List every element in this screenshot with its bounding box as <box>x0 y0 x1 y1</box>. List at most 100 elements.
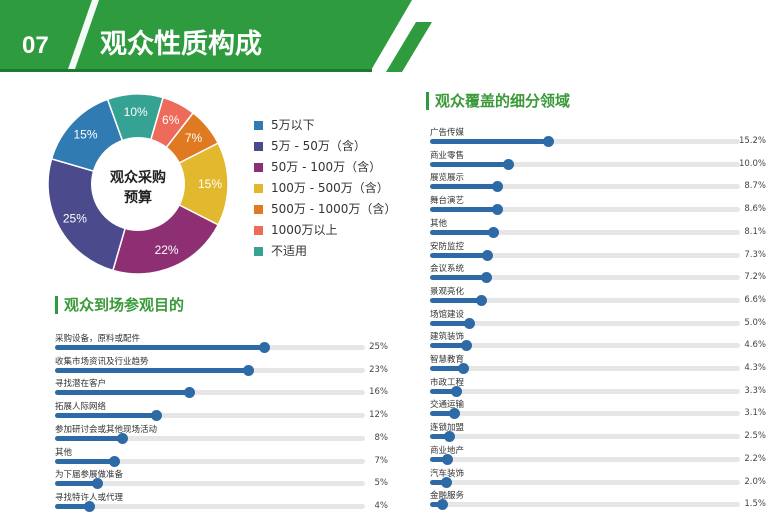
coverage-bar-marker-14 <box>444 431 456 443</box>
purpose-bar-row-1: 采购设备，原料或配件 25% <box>55 332 388 355</box>
coverage-bar-bar-3 <box>430 184 498 190</box>
coverage-bar-track-16 <box>430 476 740 488</box>
pie-slice-label-6: 6% <box>162 113 180 127</box>
coverage-bar-value-11: 4.3% <box>744 363 766 373</box>
coverage-bar-row-15: 商业地产 2.2% <box>430 444 766 467</box>
coverage-bar-track-17 <box>430 499 740 511</box>
coverage-bar-label-15: 商业地产 <box>430 445 465 456</box>
purpose-bar-bar-6 <box>55 458 114 464</box>
coverage-bar-bar-4 <box>430 207 497 213</box>
purpose-bar-value-1: 25% <box>369 342 388 352</box>
legend-label-5: 500万 - 1000万（含） <box>271 202 397 216</box>
legend-item-2: 5万 - 50万（含） <box>254 137 366 153</box>
coverage-bar-marker-4 <box>491 204 503 216</box>
coverage-bar-value-12: 3.3% <box>744 385 766 396</box>
legend-label-1: 5万以下 <box>271 118 315 132</box>
coverage-bar-bar-8 <box>430 297 482 303</box>
purpose-bar-label-7: 为下届参展做准备 <box>55 470 124 481</box>
page-title: 观众性质构成 <box>100 29 262 60</box>
purpose-bar-marker-7 <box>91 478 103 490</box>
pie-slice-label-2: 25% <box>63 212 87 226</box>
coverage-bar-row-1: 广告传媒 15.2% <box>430 126 766 149</box>
coverage-bar-marker-15 <box>442 453 454 465</box>
coverage-bar-marker-5 <box>487 226 499 238</box>
coverage-bar-value-16: 2.0% <box>744 476 766 487</box>
coverage-bar-marker-12 <box>450 385 462 397</box>
coverage-bar-value-14: 2.5% <box>744 431 766 442</box>
purpose-bar-track-8 <box>55 500 365 512</box>
coverage-bar-value-2: 10.0% <box>738 158 766 169</box>
header-banner: 07 观众性质构成 <box>0 0 432 72</box>
coverage-bar-track-12 <box>430 385 740 397</box>
coverage-bar-marker-6 <box>481 249 493 261</box>
purpose-bar-bar-2 <box>55 367 248 373</box>
purpose-bar-label-8: 寻找特许人或代理 <box>55 492 124 503</box>
coverage-bar-track-8 <box>430 294 740 306</box>
coverage-bar-row-17: 金融服务 1.5% <box>430 489 766 512</box>
coverage-bar-marker-13 <box>449 408 461 420</box>
legend-swatch-6 <box>254 226 263 235</box>
coverage-bar-value-15: 2.2% <box>744 453 766 464</box>
purpose-bar-track-1 <box>55 342 365 353</box>
coverage-bar-bar-6 <box>430 252 487 258</box>
legend-swatch-4 <box>254 184 263 193</box>
purpose-bar-value-8: 4% <box>374 500 389 511</box>
purpose-bar-track-5 <box>55 432 365 444</box>
purpose-bar-row-7: 为下届参展做准备 5% <box>55 468 388 491</box>
coverage-bar-marker-10 <box>460 340 472 352</box>
legend-label-3: 50万 - 100万（含） <box>271 160 382 174</box>
coverage-bar-bar-17 <box>430 502 442 508</box>
coverage-bar-value-10: 4.6% <box>744 340 766 351</box>
purpose-bar-label-2: 收集市场资讯及行业趋势 <box>55 356 149 367</box>
legend-swatch-3 <box>254 163 263 172</box>
coverage-bar-label-9: 场馆建设 <box>430 309 465 320</box>
coverage-bar-label-10: 建筑装饰 <box>430 332 465 343</box>
coverage-bar-row-12: 市政工程 3.3% <box>430 376 766 399</box>
purpose-bar-track-6 <box>55 455 365 467</box>
coverage-bar-value-3: 8.7% <box>744 181 766 192</box>
coverage-bar-row-6: 安防监控 7.3% <box>430 240 766 263</box>
purpose-bar-track-3 <box>55 387 365 399</box>
pie-center-label-line2: 预算 <box>124 189 152 206</box>
coverage-bar-track-5 <box>430 226 740 238</box>
banner-bottom-line <box>0 69 372 72</box>
coverage-bar-value-1: 15.2% <box>738 136 766 146</box>
legend-item-1: 5万以下 <box>254 116 315 132</box>
coverage-bar-marker-17 <box>436 499 448 511</box>
coverage-bar-bar-14 <box>430 434 450 440</box>
coverage-bar-marker-8 <box>476 294 488 306</box>
purpose-bar-row-3: 寻找潜在客户 16% <box>55 377 388 400</box>
purpose-section-title: 观众到场参观目的 <box>55 296 184 314</box>
purpose-bar-marker-1 <box>259 342 271 353</box>
coverage-bar-row-2: 商业零售 10.0% <box>430 149 766 172</box>
coverage-bar-bar-10 <box>430 343 466 349</box>
legend-item-7: 不适用 <box>254 242 307 258</box>
legend-label-4: 100万 - 500万（含） <box>271 181 389 195</box>
coverage-bar-row-10: 建筑装饰 4.6% <box>430 330 766 353</box>
purpose-bar-marker-4 <box>150 410 162 422</box>
coverage-bar-marker-11 <box>458 363 470 374</box>
coverage-bar-row-3: 展览展示 8.7% <box>430 171 766 194</box>
purpose-bar-bar-8 <box>55 503 89 509</box>
pie-slice-label-1: 15% <box>73 128 97 142</box>
purpose-bar-label-5: 参加研讨会或其他现场活动 <box>55 424 158 435</box>
coverage-bar-marker-16 <box>440 476 452 488</box>
purpose-bar-value-7: 5% <box>374 478 389 489</box>
legend-swatch-5 <box>254 205 263 214</box>
coverage-bar-value-8: 6.6% <box>744 294 766 305</box>
coverage-bar-marker-2 <box>502 158 514 170</box>
purpose-bar-bar-3 <box>55 390 190 396</box>
purpose-bar-marker-8 <box>83 500 95 512</box>
coverage-bar-label-2: 商业零售 <box>430 150 465 161</box>
purpose-bar-label-3: 寻找潜在客户 <box>55 379 107 390</box>
purpose-bar-marker-3 <box>184 387 196 399</box>
banner-divider <box>67 0 99 72</box>
purpose-bar-track-7 <box>55 478 365 490</box>
purpose-bar-row-5: 参加研讨会或其他现场活动 8% <box>55 423 388 446</box>
budget-pie-chart: 观众采购 预算 10% 6% 7% 15% 22% 25% 15% <box>47 93 229 275</box>
coverage-bar-marker-9 <box>463 317 475 329</box>
purpose-bar-label-1: 采购设备，原料或配件 <box>55 334 141 344</box>
coverage-bar-marker-7 <box>480 272 492 284</box>
purpose-bar-label-4: 拓展人际网络 <box>55 402 107 413</box>
coverage-bar-row-9: 场馆建设 5.0% <box>430 308 766 331</box>
